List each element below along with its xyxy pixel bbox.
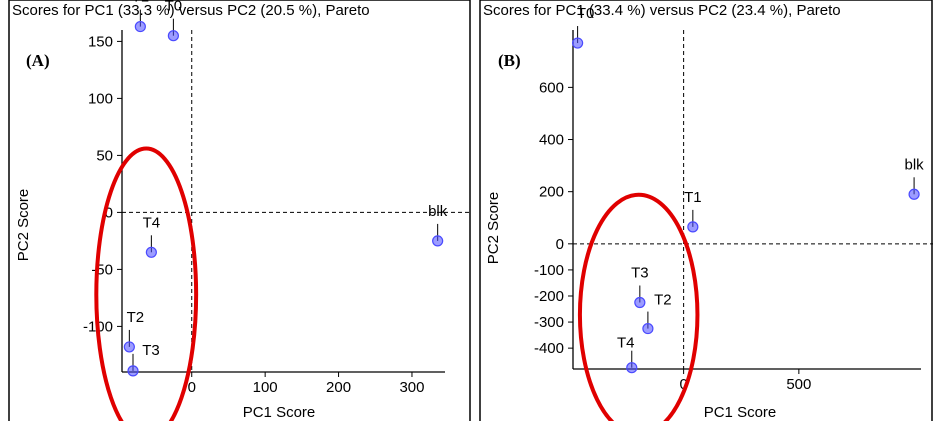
chart-b-point-t4 xyxy=(626,362,638,374)
chart-b-y-tick-label: 200 xyxy=(539,184,564,201)
chart-a-y-axis-label: PC2 Score xyxy=(15,189,32,262)
chart-a-y-tick-label: 100 xyxy=(88,90,113,107)
panel-b-frame xyxy=(479,0,933,421)
chart-b-y-tick-label: 0 xyxy=(556,236,564,253)
chart-a-panel-label: (A) xyxy=(26,51,50,70)
chart-a-point-t3 xyxy=(127,365,139,377)
chart-panel-a: Scores for PC1 (33.3 %) versus PC2 (20.5… xyxy=(8,0,471,421)
chart-a-x-tick-label: 300 xyxy=(399,379,424,396)
chart-b-y-tick-label: 400 xyxy=(539,132,564,149)
chart-b-point-t2 xyxy=(642,322,654,335)
chart-a-y-tick-label: 0 xyxy=(105,204,113,221)
chart-a-point-blk xyxy=(432,235,444,247)
chart-a-point-t2 xyxy=(123,341,135,353)
chart-a-point-label: T0 xyxy=(165,0,183,15)
chart-a-y-tick-label: 150 xyxy=(88,33,113,50)
chart-a-y-tick-label: -50 xyxy=(91,261,113,278)
chart-b-point-label: T4 xyxy=(617,335,635,352)
chart-a-svg: Scores for PC1 (33.3 %) versus PC2 (20.5… xyxy=(8,0,471,421)
chart-b-point-t3 xyxy=(634,296,646,309)
chart-a-point-t0 xyxy=(167,30,179,42)
chart-a-point-label: T4 xyxy=(143,214,161,231)
chart-b-y-axis-label: PC2 Score xyxy=(485,192,502,265)
chart-b-x-tick-label: 500 xyxy=(786,376,811,393)
chart-a-y-tick-label: 50 xyxy=(96,147,113,164)
chart-b-point-t1 xyxy=(687,221,699,233)
chart-b-y-tick-label: -200 xyxy=(534,288,564,305)
chart-b-panel-label: (B) xyxy=(498,51,521,70)
chart-b-point-label: T1 xyxy=(684,189,702,206)
chart-a-highlight-ellipse xyxy=(94,146,199,421)
chart-b-point-label: T3 xyxy=(631,265,649,282)
chart-b-point-blk xyxy=(908,188,920,200)
chart-a-point-label: T2 xyxy=(127,309,145,326)
chart-a-title: Scores for PC1 (33.3 %) versus PC2 (20.5… xyxy=(12,2,370,19)
chart-b-svg: Scores for PC1 (33.4 %) versus PC2 (23.4… xyxy=(479,0,933,421)
chart-a-x-tick-label: 100 xyxy=(253,379,278,396)
chart-b-x-tick-label: 0 xyxy=(679,376,687,393)
chart-a-point-t1 xyxy=(134,20,146,33)
chart-b-point-label: T2 xyxy=(654,292,672,309)
chart-a-plot-area: -100-500501001500100200300T1T0blkT4T2T3 xyxy=(83,0,470,421)
chart-a-point-t4 xyxy=(145,246,157,258)
chart-b-y-tick-label: -400 xyxy=(534,340,564,357)
chart-a-point-label: blk xyxy=(428,203,448,220)
chart-b-y-tick-label: -300 xyxy=(534,314,564,331)
chart-b-x-axis-label: PC1 Score xyxy=(704,404,777,421)
chart-a-point-label: T1 xyxy=(132,0,150,6)
chart-a-point-label: T3 xyxy=(142,342,160,359)
chart-b-y-tick-label: 600 xyxy=(539,79,564,96)
chart-a-x-tick-label: 200 xyxy=(326,379,351,396)
chart-b-title: Scores for PC1 (33.4 %) versus PC2 (23.4… xyxy=(483,2,841,19)
chart-b-point-label: T0 xyxy=(577,5,595,22)
chart-b-y-tick-label: -100 xyxy=(534,262,564,279)
chart-a-x-tick-label: 0 xyxy=(188,379,196,396)
chart-b-plot-area: -400 -300 -200 -100 0 200 400 600 0 500 T0 blk T1 T3 T… xyxy=(534,5,933,421)
chart-b-point-t0 xyxy=(572,37,584,49)
chart-a-x-axis-label: PC1 Score xyxy=(243,404,316,421)
chart-b-point-label: blk xyxy=(904,156,924,173)
chart-panel-b: Scores for PC1 (33.4 %) versus PC2 (23.4… xyxy=(478,0,933,421)
panel-a-frame xyxy=(8,0,471,421)
chart-b-highlight-ellipse xyxy=(577,192,700,421)
